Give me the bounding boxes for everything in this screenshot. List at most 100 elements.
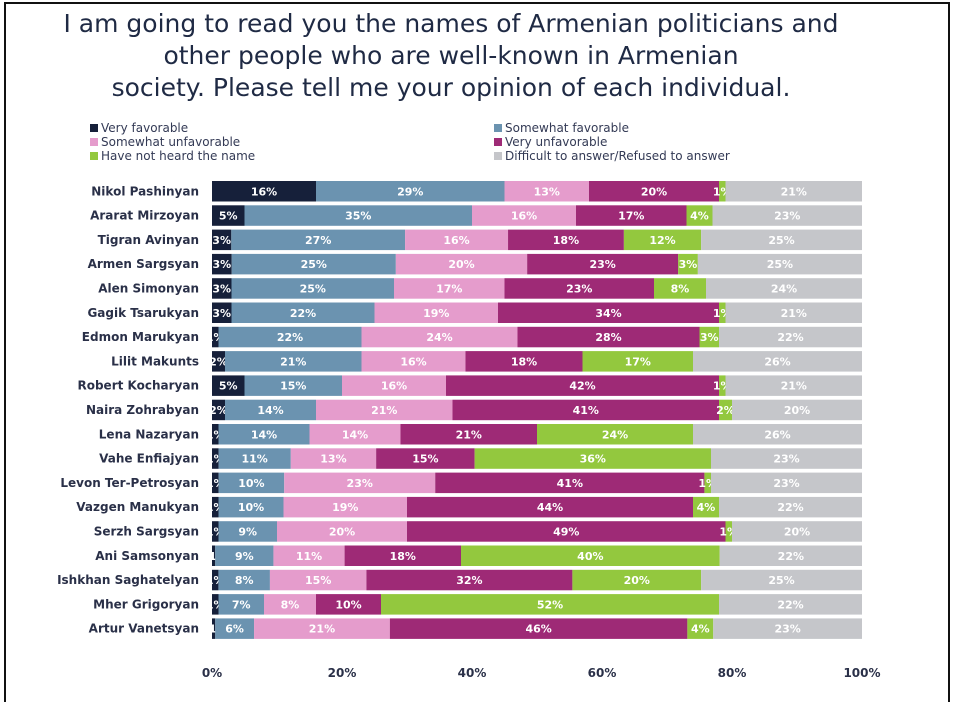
legend-label-1: Somewhat favorable [505,121,629,135]
bar-segment [701,229,862,251]
bar-segment [244,375,342,396]
bar-segment [725,521,732,542]
data-label: 3% [213,258,232,271]
data-label: 22% [277,331,303,344]
data-label: 23% [774,210,800,223]
bar-segment [225,351,362,372]
category-label: Levon Ter-Petrosyan [60,476,199,490]
bar-segment [254,618,390,639]
data-label: 18% [511,355,537,368]
bar-segment [231,278,394,299]
bar-segment [623,229,702,251]
bar-segment [446,375,719,396]
bar-segment [361,351,466,372]
bar-segment [283,496,407,518]
data-label: 42% [569,380,595,393]
bar-segment [212,229,232,251]
data-label: 16% [443,234,469,247]
data-label: 41% [573,404,599,417]
data-label: 52% [537,598,563,611]
data-label: 16% [511,210,537,223]
bar-segment [212,375,245,396]
data-label: 25% [300,282,326,295]
bar-segment [732,521,862,542]
data-label: 20% [784,404,810,417]
legend-swatch-1 [494,124,502,132]
legend-label-3: Very unfavorable [505,135,607,149]
bar-segment [517,326,700,348]
bar-segment [218,569,270,591]
bar-segment [212,326,219,348]
bar-segment [277,521,407,542]
data-label: 13% [320,453,346,466]
bar-segment [725,375,862,396]
data-label: 29% [397,185,423,198]
bar-segment [374,302,498,323]
category-label: Artur Vanetsyan [89,622,199,636]
data-label: 24% [426,331,452,344]
bar-segment [218,472,285,494]
data-label: 22% [777,501,803,514]
bar-segment [686,205,713,226]
data-label: 14% [342,428,368,441]
bar-segment [218,424,310,445]
data-label: 20% [641,185,667,198]
data-label: 23% [347,477,373,490]
bar-segment [212,472,219,494]
data-label: 23% [566,282,592,295]
data-label: 19% [423,307,449,320]
bar-segment [465,351,583,372]
category-label: Nikol Pashinyan [91,184,199,198]
data-label: 3% [212,307,231,320]
bar-segment [212,351,225,372]
bar-segment [215,618,255,639]
data-label: 21% [280,355,306,368]
x-tick-label: 100% [843,666,880,680]
data-label: 27% [305,234,331,247]
data-label: 34% [595,307,621,320]
data-label: 5% [219,210,238,223]
bar-segment [699,326,719,348]
category-label: Robert Kocharyan [77,379,199,393]
data-label: 40% [577,550,603,563]
bar-segment [212,569,219,591]
bar-segment [407,496,693,518]
data-label: 16% [251,185,277,198]
bar-segment [719,399,732,421]
data-label: 36% [580,453,606,466]
data-label: 21% [309,623,335,636]
bar-segment [461,545,720,566]
bar-segment [376,448,475,469]
bar-segment [361,326,518,348]
bar-segment [290,448,377,469]
bar-segment [212,496,219,518]
legend-label-4: Have not heard the name [101,149,255,163]
data-label: 49% [553,525,579,538]
data-label: 2% [209,355,228,368]
bar-segment [710,448,862,469]
data-label: 24% [602,428,628,441]
bar-segment [366,569,573,591]
bar-segment [400,424,537,445]
legend-swatch-3 [494,138,502,146]
x-tick-label: 0% [202,666,222,680]
bar-segment [218,521,277,542]
data-label: 24% [771,282,797,295]
bar-segment [218,448,291,469]
legend: Very favorable Somewhat favorable Somewhat… [90,121,730,163]
bar-segment [504,181,589,202]
data-label: 12% [649,234,675,247]
bar-segment [693,496,719,518]
data-label: 15% [305,574,331,587]
bar-segment [697,253,862,275]
bar-segment [215,545,274,566]
data-label: 23% [774,623,800,636]
data-label: 11% [296,550,322,563]
category-label: Tigran Avinyan [98,233,199,247]
bar-segment [704,472,711,494]
bar-segment [504,278,654,299]
bar-segment [316,181,505,202]
data-label: 18% [553,234,579,247]
data-label: 4% [691,623,710,636]
data-label: 7% [232,598,251,611]
